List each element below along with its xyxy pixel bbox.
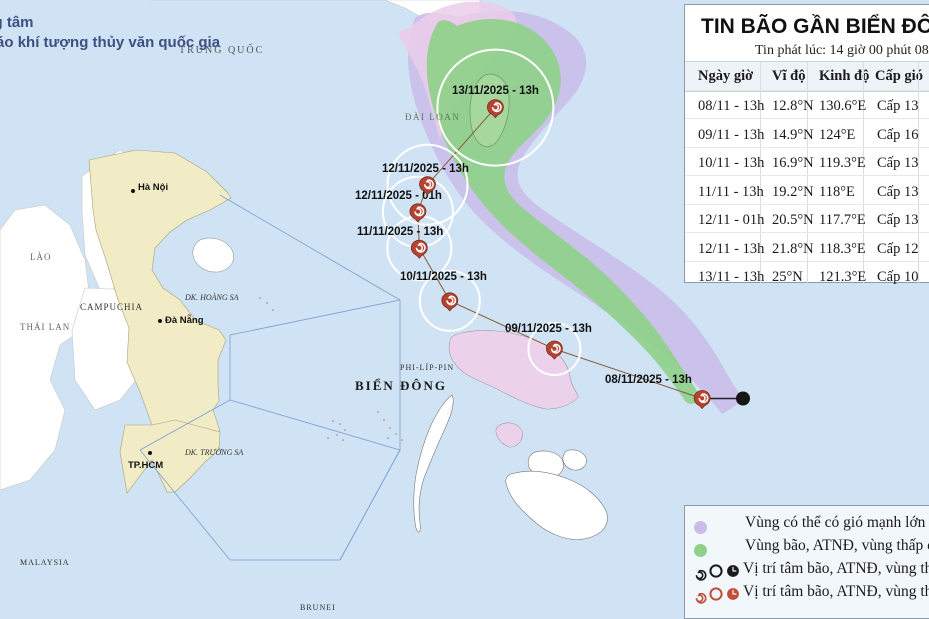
svg-text:LÀO: LÀO bbox=[30, 252, 52, 262]
svg-text:13/11/2025 - 13h: 13/11/2025 - 13h bbox=[452, 85, 539, 97]
svg-text:BRUNEI: BRUNEI bbox=[300, 603, 336, 612]
svg-text:10/11/2025 - 13h: 10/11/2025 - 13h bbox=[400, 271, 487, 283]
svg-text:THÁI LAN: THÁI LAN bbox=[20, 322, 70, 332]
svg-text:11/11/2025 - 13h: 11/11/2025 - 13h bbox=[357, 226, 443, 238]
svg-text:BIỂN ĐÔNG: BIỂN ĐÔNG bbox=[355, 378, 447, 393]
svg-text:DK. TRƯỜNG SA: DK. TRƯỜNG SA bbox=[184, 447, 243, 457]
svg-text:ĐÀI LOAN: ĐÀI LOAN bbox=[405, 112, 460, 122]
svg-text:08/11/2025 - 13h: 08/11/2025 - 13h bbox=[605, 374, 692, 386]
svg-text:09/11/2025 - 13h: 09/11/2025 - 13h bbox=[505, 323, 592, 335]
svg-text:TP.HCM: TP.HCM bbox=[128, 460, 163, 471]
svg-text:Đà Nẵng: Đà Nẵng bbox=[165, 314, 204, 326]
svg-text:DK. HOÀNG SA: DK. HOÀNG SA bbox=[184, 292, 239, 302]
svg-text:12/11/2025 - 13h: 12/11/2025 - 13h bbox=[382, 163, 469, 175]
svg-text:Hà Nội: Hà Nội bbox=[138, 182, 168, 193]
svg-text:CAMPUCHIA: CAMPUCHIA bbox=[80, 302, 143, 312]
svg-text:PHI-LÍP-PIN: PHI-LÍP-PIN bbox=[400, 362, 454, 372]
svg-text:MALAYSIA: MALAYSIA bbox=[20, 558, 70, 567]
